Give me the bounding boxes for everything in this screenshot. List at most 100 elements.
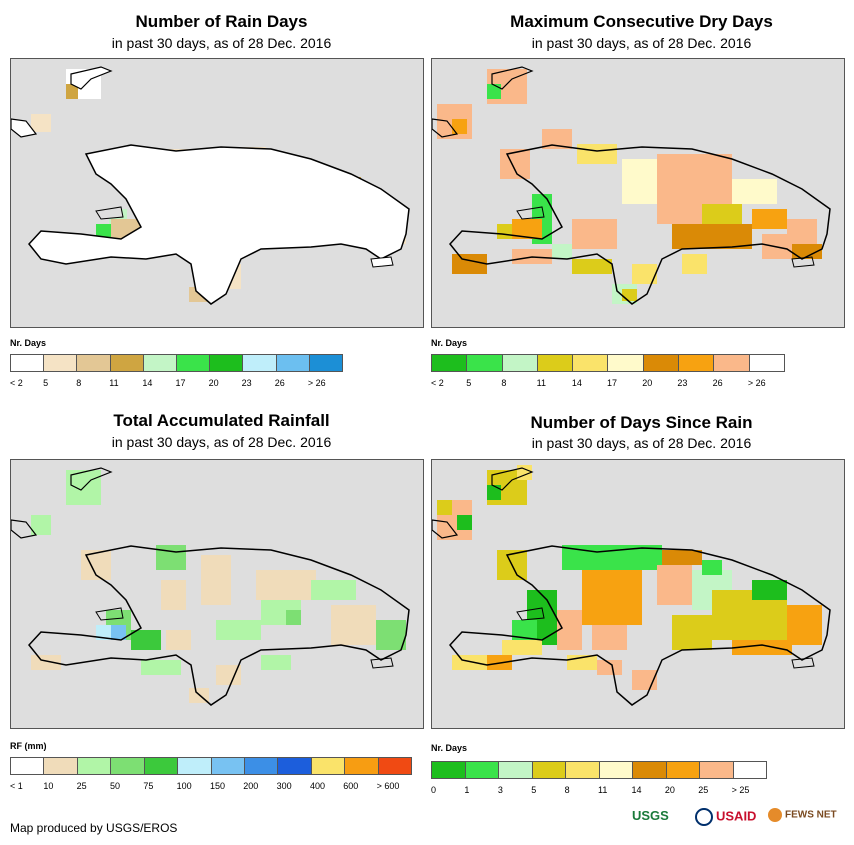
legend-tick-label: 25 (698, 785, 709, 795)
legend-tick-label: 50 (109, 781, 120, 791)
usaid-logo: USAID (695, 808, 756, 826)
legend-tick-label: 75 (143, 781, 154, 791)
legend-swatch (278, 758, 312, 774)
legend-swatch (733, 762, 766, 778)
legend-tick-label: 20 (664, 785, 675, 795)
panel-1-title: Number of Rain Days (135, 12, 308, 31)
legend-tick-label: 23 (241, 378, 252, 388)
legend-swatch (211, 758, 245, 774)
panel-4-legend-title: Nr. Days (431, 743, 468, 753)
legend-tick-label: > 26 (747, 378, 766, 388)
legend-tick-label: > 26 (307, 378, 326, 388)
legend-tick-label: 8 (564, 785, 570, 795)
legend-tick-label: 3 (497, 785, 503, 795)
legend-swatch (378, 758, 412, 774)
legend-swatch (643, 355, 680, 371)
legend-swatch (77, 355, 111, 371)
legend-tick-label: 11 (536, 378, 546, 388)
legend-tick-label: 300 (276, 781, 292, 791)
legend-tick-label: 25 (76, 781, 87, 791)
panel-1-subtitle: in past 30 days, as of 28 Dec. 2016 (111, 35, 332, 51)
panel-3-legend-ticks: < 1 10 25 50 75 100 150 200 300 400 600 > 600 (10, 781, 410, 791)
legend-swatch (749, 355, 784, 371)
panel-1-legend-bar (10, 354, 343, 372)
legend-tick-label: 1 (464, 785, 470, 795)
legend-swatch (532, 762, 566, 778)
legend-swatch (178, 758, 212, 774)
legend-swatch (210, 355, 244, 371)
legend-tick-label: 17 (607, 378, 618, 388)
legend-swatch (465, 762, 499, 778)
legend-swatch (499, 762, 533, 778)
panel-3-map (10, 459, 424, 729)
usaid-seal-icon (695, 808, 713, 826)
legend-tick-label: 5 (531, 785, 537, 795)
legend-tick-label: 400 (309, 781, 325, 791)
legend-swatch (144, 758, 179, 774)
legend-tick-label: 14 (142, 378, 153, 388)
footer-credit: Map produced by USGS/EROS (10, 821, 178, 835)
panel-3-legend-bar (10, 757, 412, 775)
panel-4-map (431, 459, 845, 729)
fews-globe-icon (768, 808, 782, 822)
legend-tick-label: 14 (571, 378, 582, 388)
legend-swatch (432, 355, 468, 371)
panel-4-title: Number of Days Since Rain (530, 413, 753, 432)
legend-swatch (599, 762, 633, 778)
legend-swatch (608, 355, 644, 371)
fews-logo-text: FEWS NET (785, 809, 837, 821)
legend-swatch (537, 355, 574, 371)
legend-tick-label: < 1 (10, 781, 23, 791)
legend-swatch (432, 762, 466, 778)
legend-swatch (11, 758, 45, 774)
legend-swatch (666, 762, 700, 778)
legend-tick-label: 0 (431, 785, 437, 795)
legend-swatch (110, 355, 144, 371)
legend-tick-label: > 600 (376, 781, 400, 791)
legend-swatch (345, 758, 379, 774)
legend-tick-label: 23 (677, 378, 688, 388)
legend-tick-label: 200 (243, 781, 259, 791)
legend-swatch (467, 355, 503, 371)
panel-3-map-svg (11, 467, 410, 706)
legend-swatch (111, 758, 145, 774)
panel-2-title: Maximum Consecutive Dry Days (510, 12, 773, 31)
usgs-logo: USGS (632, 808, 669, 823)
legend-swatch (566, 762, 600, 778)
panel-2-map (431, 58, 845, 328)
legend-swatch (633, 762, 667, 778)
legend-tick-label: < 2 (10, 378, 23, 388)
legend-swatch (243, 355, 277, 371)
panel-1-map (10, 58, 424, 328)
legend-swatch (44, 355, 78, 371)
legend-swatch (143, 355, 178, 371)
legend-swatch (700, 762, 734, 778)
legend-swatch (679, 355, 715, 371)
legend-tick-label: 11 (109, 378, 119, 388)
legend-tick-label: 150 (209, 781, 225, 791)
panel-3-legend-title: RF (mm) (10, 741, 47, 751)
legend-tick-label: 26 (712, 378, 723, 388)
legend-swatch (573, 355, 609, 371)
legend-tick-label: 26 (274, 378, 285, 388)
panel-4-legend-ticks: 0 1 3 5 8 11 14 20 25 > 25 (431, 785, 765, 795)
legend-tick-label: 11 (598, 785, 608, 795)
legend-tick-label: 100 (176, 781, 192, 791)
legend-tick-label: 5 (43, 378, 49, 388)
usaid-logo-text: USAID (716, 808, 757, 824)
panel-3-title: Total Accumulated Rainfall (113, 411, 330, 430)
legend-swatch (502, 355, 538, 371)
legend-tick-label: > 25 (731, 785, 750, 795)
panel-2-map-svg (432, 66, 831, 305)
legend-swatch (11, 355, 45, 371)
panel-2-legend-bar (431, 354, 785, 372)
legend-tick-label: 10 (43, 781, 54, 791)
panel-4-subtitle: in past 30 days, as of 28 Dec. 2016 (531, 435, 752, 451)
legend-tick-label: 600 (343, 781, 359, 791)
legend-tick-label: 8 (501, 378, 507, 388)
legend-tick-label: 20 (642, 378, 653, 388)
panel-3-subtitle: in past 30 days, as of 28 Dec. 2016 (111, 434, 332, 450)
usgs-logo-text: USGS (632, 808, 669, 823)
panel-1-map-svg (11, 66, 410, 305)
panel-1-legend-ticks: < 2 5 8 11 14 17 20 23 26 > 26 (10, 378, 341, 388)
